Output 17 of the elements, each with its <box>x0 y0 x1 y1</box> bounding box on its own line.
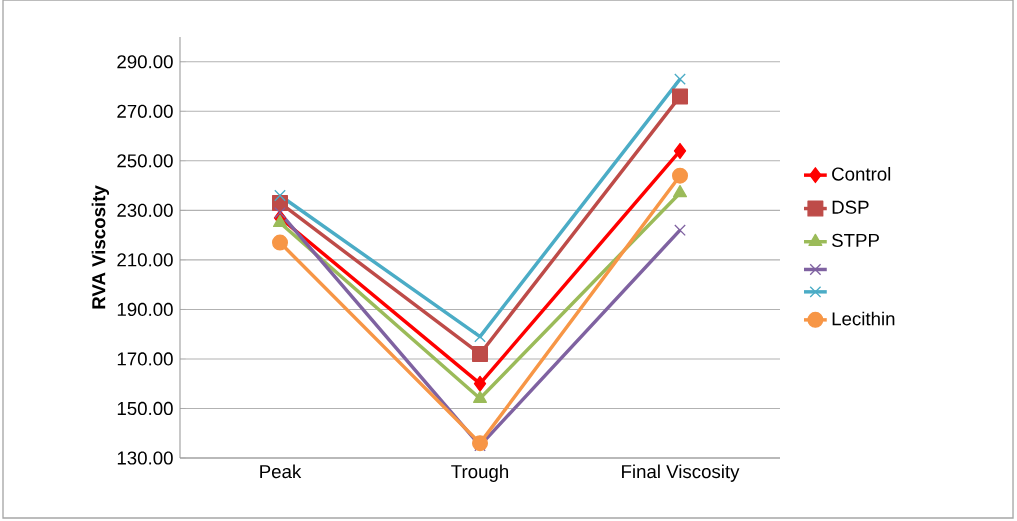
y-tick-label: 270.00 <box>117 104 173 118</box>
y-tick-label: 170.00 <box>117 352 173 366</box>
legend-label: Lecithin <box>832 311 895 326</box>
y-tick-label: 290.00 <box>117 55 173 69</box>
x-tick-label: Peak <box>260 464 302 479</box>
y-axis-title: RVA Viscosity <box>91 185 110 309</box>
y-tick-label: 250.00 <box>117 154 173 168</box>
legend-label: STPP <box>832 233 879 248</box>
legend-label: DSP <box>832 200 869 214</box>
y-tick-label: 230.00 <box>117 203 173 217</box>
y-tick-label: 190.00 <box>117 302 173 317</box>
y-tick-label: 130.00 <box>117 451 173 465</box>
y-tick-label: 210.00 <box>117 253 173 267</box>
x-tick-label: Final Viscosity <box>622 464 740 482</box>
x-tick-label: Trough <box>451 464 509 482</box>
legend-label: Control <box>832 166 891 181</box>
y-tick-label: 150.00 <box>117 401 173 416</box>
